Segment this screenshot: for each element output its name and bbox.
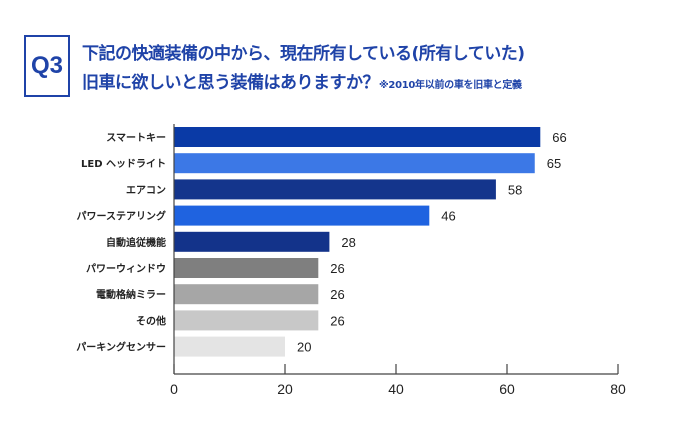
data-label: 20 <box>297 340 311 355</box>
x-tick-label: 20 <box>277 381 293 397</box>
bar-3 <box>174 205 430 226</box>
question-title-text: 旧車に欲しいと思う装備はありますか？ <box>82 73 380 93</box>
bar-0 <box>174 127 541 147</box>
question-title-line1: 下記の快適装備の中から、現在所有している(所有していた) <box>82 44 525 64</box>
category-label: スマートキー <box>106 132 166 144</box>
x-tick-label: 40 <box>388 381 404 397</box>
bar-2 <box>174 179 496 200</box>
category-label: 自動追従機能 <box>106 236 166 249</box>
category-label: その他 <box>136 314 166 327</box>
question-title-line2: 旧車に欲しいと思う装備はありますか？※2010年以前の車を旧車と定義 <box>82 68 522 93</box>
definition-note: ※2010年以前の車を旧車と定義 <box>379 80 522 91</box>
category-label: パワーウィンドウ <box>86 263 166 275</box>
question-badge: Q3 <box>24 35 70 97</box>
bar-1 <box>174 153 535 174</box>
bar-4 <box>174 231 330 252</box>
x-tick-label: 0 <box>170 381 178 397</box>
category-label: エアコン <box>126 184 166 196</box>
question-number: Q3 <box>30 52 63 79</box>
data-label: 26 <box>330 261 344 276</box>
bar-8 <box>174 336 285 357</box>
category-label: LED ヘッドライト <box>81 158 166 170</box>
data-label: 46 <box>441 209 455 224</box>
bar-5 <box>174 258 319 278</box>
data-label: 26 <box>330 287 344 302</box>
data-label: 26 <box>330 313 344 328</box>
x-tick-label: 80 <box>610 381 626 397</box>
data-label: 28 <box>341 235 355 250</box>
data-label: 66 <box>552 130 566 145</box>
category-label: パワーステアリング <box>77 210 167 223</box>
category-label: パーキングセンサー <box>76 341 166 354</box>
category-label: 電動格納ミラー <box>96 288 166 301</box>
x-tick-label: 60 <box>499 381 515 397</box>
data-label: 65 <box>547 156 561 171</box>
data-label: 58 <box>508 182 522 197</box>
bar-6 <box>174 284 319 305</box>
bar-7 <box>174 310 319 331</box>
